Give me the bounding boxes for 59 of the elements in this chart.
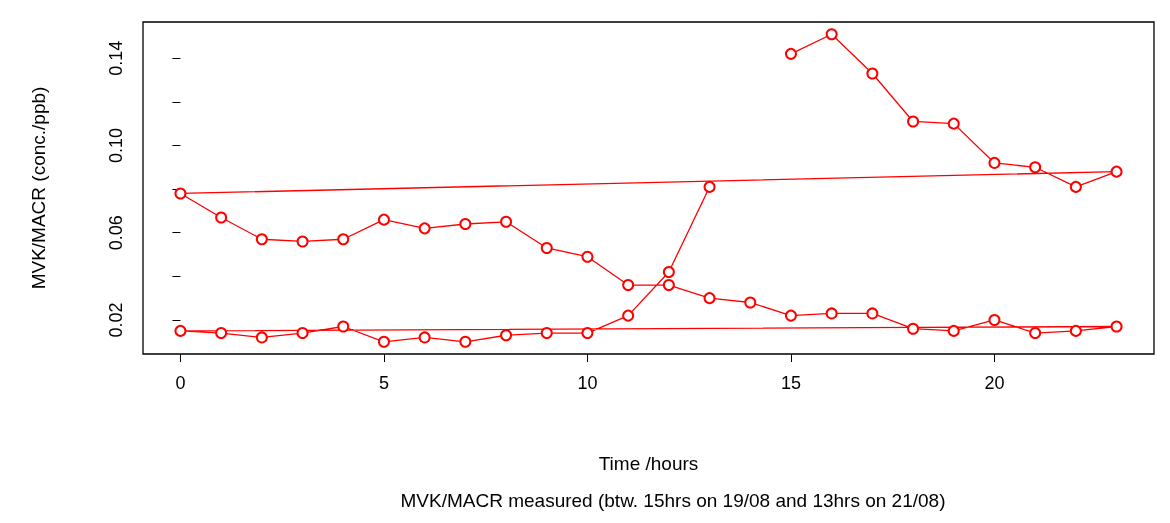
point: [1029, 161, 1042, 174]
point: [947, 117, 960, 130]
point: [337, 233, 350, 246]
point: [907, 115, 920, 128]
point: [459, 335, 472, 348]
point: [581, 327, 594, 340]
point: [703, 292, 716, 305]
point: [662, 279, 675, 292]
x-axis-title: Time /hours: [598, 453, 699, 474]
x-tick-label: 15: [780, 373, 801, 393]
x-tick-label: 20: [984, 373, 1005, 393]
y-tick-label: 0.02: [106, 302, 126, 338]
point: [174, 187, 187, 200]
point: [703, 180, 716, 193]
point: [988, 313, 1001, 326]
point: [622, 309, 635, 322]
y-tick-label: 0.14: [106, 40, 126, 76]
point: [377, 335, 390, 348]
point: [255, 331, 268, 344]
y-tick-label: 0.10: [106, 127, 126, 163]
point: [988, 156, 1001, 169]
point: [337, 320, 350, 333]
point: [784, 47, 797, 60]
point: [377, 213, 390, 226]
point: [1110, 320, 1123, 333]
point: [540, 241, 553, 254]
point: [866, 67, 879, 80]
point: [500, 329, 513, 342]
point: [1069, 180, 1082, 193]
point: [825, 307, 838, 320]
point: [540, 327, 553, 340]
point: [744, 296, 757, 309]
point: [418, 331, 431, 344]
point: [1029, 327, 1042, 340]
point: [255, 233, 268, 246]
x-tick-label: 0: [175, 373, 186, 393]
point: [866, 307, 879, 320]
y-tick-label: 0.06: [106, 215, 126, 251]
y-axis-title: MVK/MACR (conc./ppb): [28, 86, 49, 290]
x-tick-label: 10: [577, 373, 598, 393]
point: [296, 235, 309, 248]
point: [459, 217, 472, 230]
point: [622, 279, 635, 292]
point: [662, 265, 675, 278]
point: [907, 322, 920, 335]
point: [500, 215, 513, 228]
point: [581, 250, 594, 263]
point: [1110, 165, 1123, 178]
x-tick-label: 5: [378, 373, 389, 393]
point: [784, 309, 797, 322]
point: [825, 28, 838, 41]
text: MVK/MACR measured (btw. 15hrs on 19/08 and 13hrs on 21/08): [400, 490, 946, 511]
point: [1069, 324, 1082, 337]
point: [215, 211, 228, 224]
point: [215, 327, 228, 340]
point: [174, 324, 187, 337]
point: [418, 222, 431, 235]
point: [296, 327, 309, 340]
point: [947, 324, 960, 337]
